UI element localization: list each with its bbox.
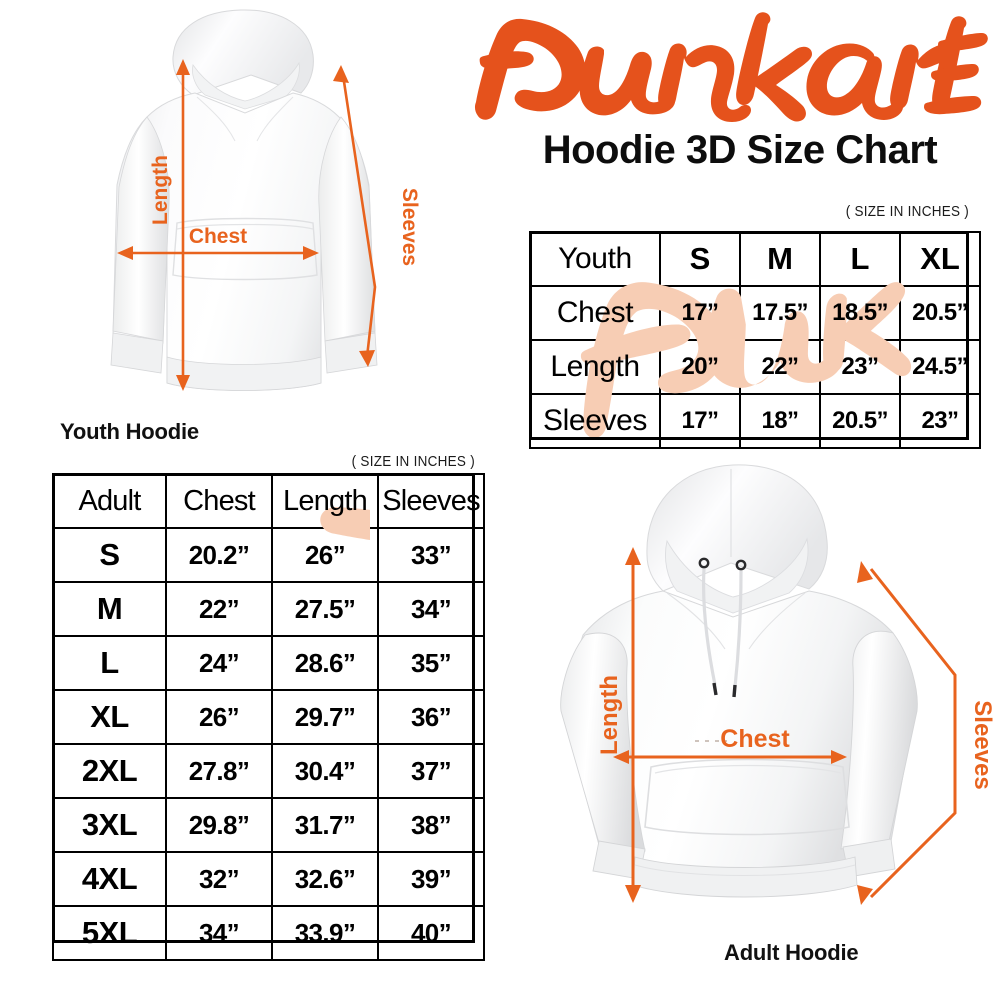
adult-unit-note: ( SIZE IN INCHES ): [351, 453, 475, 470]
adult-size-4xl: 4XL: [52, 851, 167, 907]
adult-chest-label: Chest: [720, 725, 790, 753]
adult-header-sleeves: Sleeves: [377, 473, 485, 529]
adult-size-2xl: 2XL: [52, 743, 167, 799]
adult-sleeves-s: 33”: [377, 527, 485, 583]
adult-sleeves-m: 34”: [377, 581, 485, 637]
table-row: 5XL 34” 33.9” 40”: [52, 905, 485, 961]
adult-size-3xl: 3XL: [52, 797, 167, 853]
adult-chest-xl: 26”: [165, 689, 273, 745]
youth-size-s: S: [659, 231, 741, 287]
brand-logo: [468, 10, 988, 128]
adult-length-4xl: 32.6”: [271, 851, 379, 907]
adult-chest-l: 24”: [165, 635, 273, 691]
adult-chest-m: 22”: [165, 581, 273, 637]
adult-size-5xl: 5XL: [52, 905, 167, 961]
table-row: 4XL 32” 32.6” 39”: [52, 851, 485, 907]
table-row: XL 26” 29.7” 36”: [52, 689, 485, 745]
youth-table-header-row: Youth S M L XL: [529, 231, 981, 287]
adult-size-table-wrap: Adult Chest Length Sleeves S 20.2” 26” 3…: [52, 473, 485, 961]
adult-sleeves-label: Sleeves: [969, 700, 995, 789]
adult-length-xl: 29.7”: [271, 689, 379, 745]
adult-hoodie-illustration: Length Chest Sleeves: [555, 445, 995, 935]
youth-length-s: 20”: [659, 339, 741, 395]
adult-length-s: 26”: [271, 527, 379, 583]
table-row: M 22” 27.5” 34”: [52, 581, 485, 637]
youth-sleeves-m: 18”: [739, 393, 821, 449]
youth-sleeves-s: 17”: [659, 393, 741, 449]
adult-length-l: 28.6”: [271, 635, 379, 691]
table-row: 3XL 29.8” 31.7” 38”: [52, 797, 485, 853]
youth-chest-l: 18.5”: [819, 285, 901, 341]
adult-size-m: M: [52, 581, 167, 637]
adult-table-header-row: Adult Chest Length Sleeves: [52, 473, 485, 529]
adult-size-xl: XL: [52, 689, 167, 745]
page-title: Hoodie 3D Size Chart: [542, 128, 938, 172]
adult-length-5xl: 33.9”: [271, 905, 379, 961]
youth-hoodie-caption: Youth Hoodie: [60, 419, 199, 444]
youth-sleeves-label: Sleeves: [398, 188, 421, 266]
adult-length-m: 27.5”: [271, 581, 379, 637]
adult-sleeves-3xl: 38”: [377, 797, 485, 853]
adult-length-2xl: 30.4”: [271, 743, 379, 799]
youth-unit-note: ( SIZE IN INCHES ): [845, 203, 969, 220]
adult-sleeves-l: 35”: [377, 635, 485, 691]
adult-header-size: Adult: [52, 473, 167, 529]
youth-size-table-wrap: Youth S M L XL Chest 17” 17.5” 18.5” 20.…: [529, 231, 981, 449]
youth-sleeves-l: 20.5”: [819, 393, 901, 449]
youth-size-m: M: [739, 231, 821, 287]
youth-length-m: 22”: [739, 339, 821, 395]
youth-row-label-sleeves: Sleeves: [529, 393, 661, 449]
adult-length-label: Length: [596, 675, 623, 755]
youth-length-xl: 24.5”: [899, 339, 981, 395]
table-row: Chest 17” 17.5” 18.5” 20.5”: [529, 285, 981, 341]
adult-chest-4xl: 32”: [165, 851, 273, 907]
youth-chest-label: Chest: [189, 225, 247, 248]
youth-size-xl: XL: [899, 231, 981, 287]
adult-sleeves-xl: 36”: [377, 689, 485, 745]
adult-size-s: S: [52, 527, 167, 583]
youth-hoodie-illustration: Length Chest Sleeves: [55, 5, 455, 415]
adult-length-3xl: 31.7”: [271, 797, 379, 853]
adult-size-table: Adult Chest Length Sleeves S 20.2” 26” 3…: [52, 473, 485, 961]
youth-row-label-length: Length: [529, 339, 661, 395]
adult-sleeves-5xl: 40”: [377, 905, 485, 961]
youth-chest-xl: 20.5”: [899, 285, 981, 341]
youth-size-l: L: [819, 231, 901, 287]
adult-chest-2xl: 27.8”: [165, 743, 273, 799]
adult-chest-3xl: 29.8”: [165, 797, 273, 853]
table-row: Sleeves 17” 18” 20.5” 23”: [529, 393, 981, 449]
youth-sleeves-xl: 23”: [899, 393, 981, 449]
adult-sleeves-4xl: 39”: [377, 851, 485, 907]
youth-chest-s: 17”: [659, 285, 741, 341]
youth-length-label: Length: [149, 155, 172, 225]
table-row: Length 20” 22” 23” 24.5”: [529, 339, 981, 395]
adult-sleeves-2xl: 37”: [377, 743, 485, 799]
youth-size-table: Youth S M L XL Chest 17” 17.5” 18.5” 20.…: [529, 231, 981, 449]
adult-chest-s: 20.2”: [165, 527, 273, 583]
table-row: S 20.2” 26” 33”: [52, 527, 485, 583]
youth-chest-m: 17.5”: [739, 285, 821, 341]
youth-length-l: 23”: [819, 339, 901, 395]
table-row: 2XL 27.8” 30.4” 37”: [52, 743, 485, 799]
adult-header-length: Length: [271, 473, 379, 529]
adult-hoodie-caption: Adult Hoodie: [724, 940, 859, 965]
table-row: L 24” 28.6” 35”: [52, 635, 485, 691]
youth-row-label-chest: Chest: [529, 285, 661, 341]
adult-size-l: L: [52, 635, 167, 691]
youth-corner-label: Youth: [529, 231, 661, 287]
adult-chest-5xl: 34”: [165, 905, 273, 961]
adult-header-chest: Chest: [165, 473, 273, 529]
